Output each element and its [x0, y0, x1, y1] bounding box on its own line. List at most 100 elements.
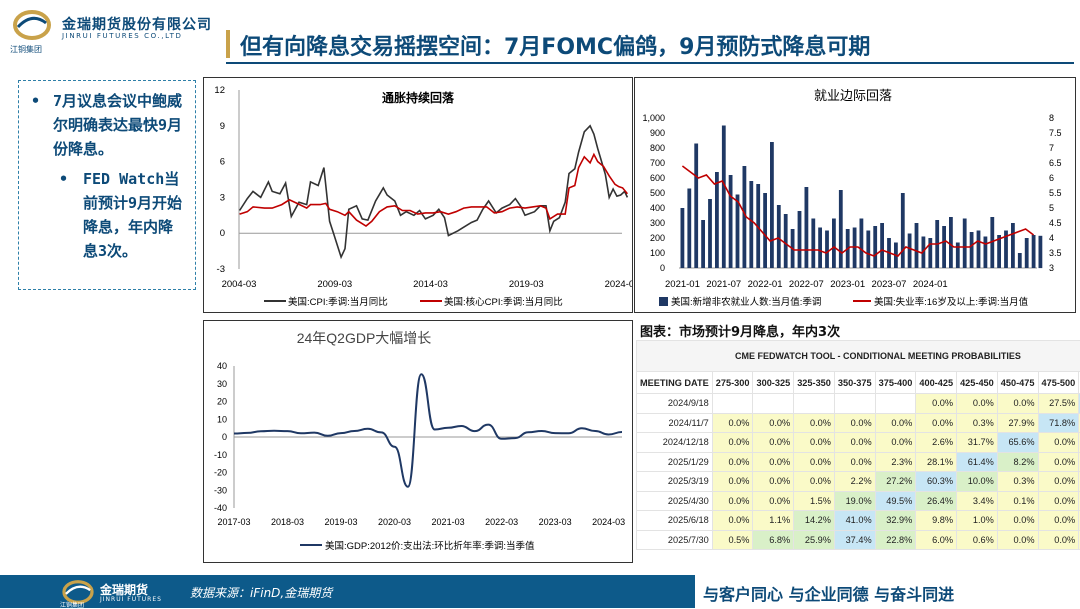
gdp-chart-svg: 24年Q2GDP大幅增长 -40-30-20-100102030402017-0… — [204, 321, 632, 562]
meeting-date-cell: 2024/11/7 — [637, 413, 713, 433]
title-accent — [226, 30, 230, 58]
probability-cell: 0.5% — [712, 530, 753, 550]
x-tick-label: 2018-03 — [271, 517, 304, 527]
probability-cell: 2.2% — [834, 472, 875, 492]
y-right-tick-label: 8 — [1049, 113, 1054, 123]
probability-cell: 0.0% — [794, 452, 835, 472]
probability-cell: 14.2% — [794, 511, 835, 531]
y-tick-label: 12 — [214, 85, 225, 96]
footer-source: 数据来源：iFinD,金瑞期货 — [190, 584, 332, 601]
inflation-chart-title: 通胀持续回落 — [382, 90, 455, 105]
meeting-date-cell: 2025/3/19 — [637, 472, 713, 492]
meeting-date-cell: 2025/4/30 — [637, 491, 713, 511]
y-tick-label: -30 — [214, 485, 227, 495]
y-tick-label: -3 — [217, 264, 225, 275]
y-right-tick-label: 6.5 — [1049, 158, 1062, 168]
probability-cell: 0.0% — [794, 413, 835, 433]
probability-cell: 0.0% — [997, 394, 1038, 414]
table-header-cell: 275-300 — [712, 372, 753, 394]
x-tick-label: 2019-03 — [325, 517, 358, 527]
table-header-cell: 400-425 — [916, 372, 957, 394]
logo-group-cn: 江铜集团 — [10, 44, 42, 55]
employment-chart-svg: 就业边际回落 01002003004005006007008009001,000… — [635, 78, 1075, 312]
meeting-date-cell: 2025/6/18 — [637, 511, 713, 531]
probability-cell: 2.6% — [916, 433, 957, 453]
y-tick-label: -20 — [214, 468, 227, 478]
payrolls-bar — [984, 237, 988, 269]
payrolls-bar — [722, 126, 726, 269]
payrolls-bar — [687, 189, 691, 269]
meeting-date-cell: 2025/7/30 — [637, 530, 713, 550]
x-tick-label: 2024-03 — [592, 517, 625, 527]
y-right-tick-label: 5 — [1049, 203, 1054, 213]
title-bar: 但有向降息交易摇摆空间：7月FOMC偏鸽，9月预防式降息可期 — [226, 26, 1074, 62]
y-tick-label: 3 — [220, 192, 225, 203]
y-left-tick-label: 400 — [650, 203, 665, 213]
x-tick-label: 2022-03 — [485, 517, 518, 527]
y-left-tick-label: 800 — [650, 143, 665, 153]
probability-cell — [712, 394, 753, 414]
y-tick-label: 9 — [220, 121, 225, 132]
y-right-tick-label: 7 — [1049, 143, 1054, 153]
employment-chart-title: 就业边际回落 — [814, 88, 892, 103]
x-tick-label: 2019-03 — [509, 279, 544, 290]
probability-cell: 22.8% — [875, 530, 916, 550]
y-left-tick-label: 600 — [650, 173, 665, 183]
payrolls-bar — [860, 219, 864, 269]
y-tick-label: 0 — [222, 432, 227, 442]
payrolls-bar — [777, 205, 781, 268]
y-right-tick-label: 6 — [1049, 173, 1054, 183]
legend-swatch-payrolls — [659, 297, 668, 306]
unemployment-series-line — [682, 166, 1033, 256]
payrolls-bar — [908, 234, 912, 269]
bullet-dot-icon: • — [59, 167, 68, 191]
probability-cell: 0.0% — [753, 452, 794, 472]
y-right-tick-label: 4.5 — [1049, 218, 1062, 228]
y-tick-label: 20 — [217, 397, 227, 407]
payrolls-bar — [866, 231, 870, 269]
bullet-text: 7月议息会议中鲍威尔明确表达最快9月份降息。 — [53, 89, 185, 161]
probability-cell: 41.0% — [834, 511, 875, 531]
x-tick-label: 2024-03 — [605, 279, 632, 290]
probability-cell: 0.0% — [712, 472, 753, 492]
payrolls-bar — [805, 187, 809, 268]
payrolls-bar — [715, 172, 719, 268]
y-tick-label: 30 — [217, 379, 227, 389]
probability-cell — [875, 394, 916, 414]
probability-cell: 32.9% — [875, 511, 916, 531]
legend-core-cpi: 美国:核心CPI:季调:当月同比 — [444, 296, 563, 308]
payrolls-bar — [1039, 236, 1043, 268]
table-header-cell: 325-350 — [794, 372, 835, 394]
probability-cell: 0.6% — [957, 530, 998, 550]
probability-cell: 2.3% — [875, 452, 916, 472]
legend-payrolls: 美国:新增非农就业人数:当月值:季调 — [671, 296, 821, 308]
probability-cell: 0.0% — [1038, 452, 1079, 472]
y-tick-label: 0 — [220, 228, 225, 239]
payrolls-bar — [928, 238, 932, 268]
probability-cell: 0.1% — [997, 491, 1038, 511]
payrolls-bar — [1025, 238, 1029, 268]
probability-cell: 0.0% — [1038, 491, 1079, 511]
payrolls-bar — [839, 190, 843, 268]
probability-cell: 0.0% — [1038, 472, 1079, 492]
probability-cell: 27.2% — [875, 472, 916, 492]
probability-cell: 1.0% — [957, 511, 998, 531]
probability-cell — [794, 394, 835, 414]
probability-cell: 0.0% — [712, 511, 753, 531]
page-title: 但有向降息交易摇摆空间：7月FOMC偏鸽，9月预防式降息可期 — [240, 29, 870, 61]
fedwatch-table-title: 图表：市场预计9月降息，年内3次 — [640, 321, 840, 340]
probability-cell: 0.0% — [1038, 433, 1079, 453]
table-header-cell: 300-325 — [753, 372, 794, 394]
table-header-cell: 450-475 — [997, 372, 1038, 394]
probability-cell: 65.6% — [997, 433, 1038, 453]
x-tick-label: 2023-01 — [830, 279, 865, 290]
table-row: 2024/9/180.0%0.0%0.0%27.5%72.5% — [637, 394, 1080, 414]
y-tick-label: -40 — [214, 503, 227, 513]
probability-cell: 8.2% — [997, 452, 1038, 472]
fedwatch-table: CME FEDWATCH TOOL - CONDITIONAL MEETING … — [636, 340, 1064, 566]
